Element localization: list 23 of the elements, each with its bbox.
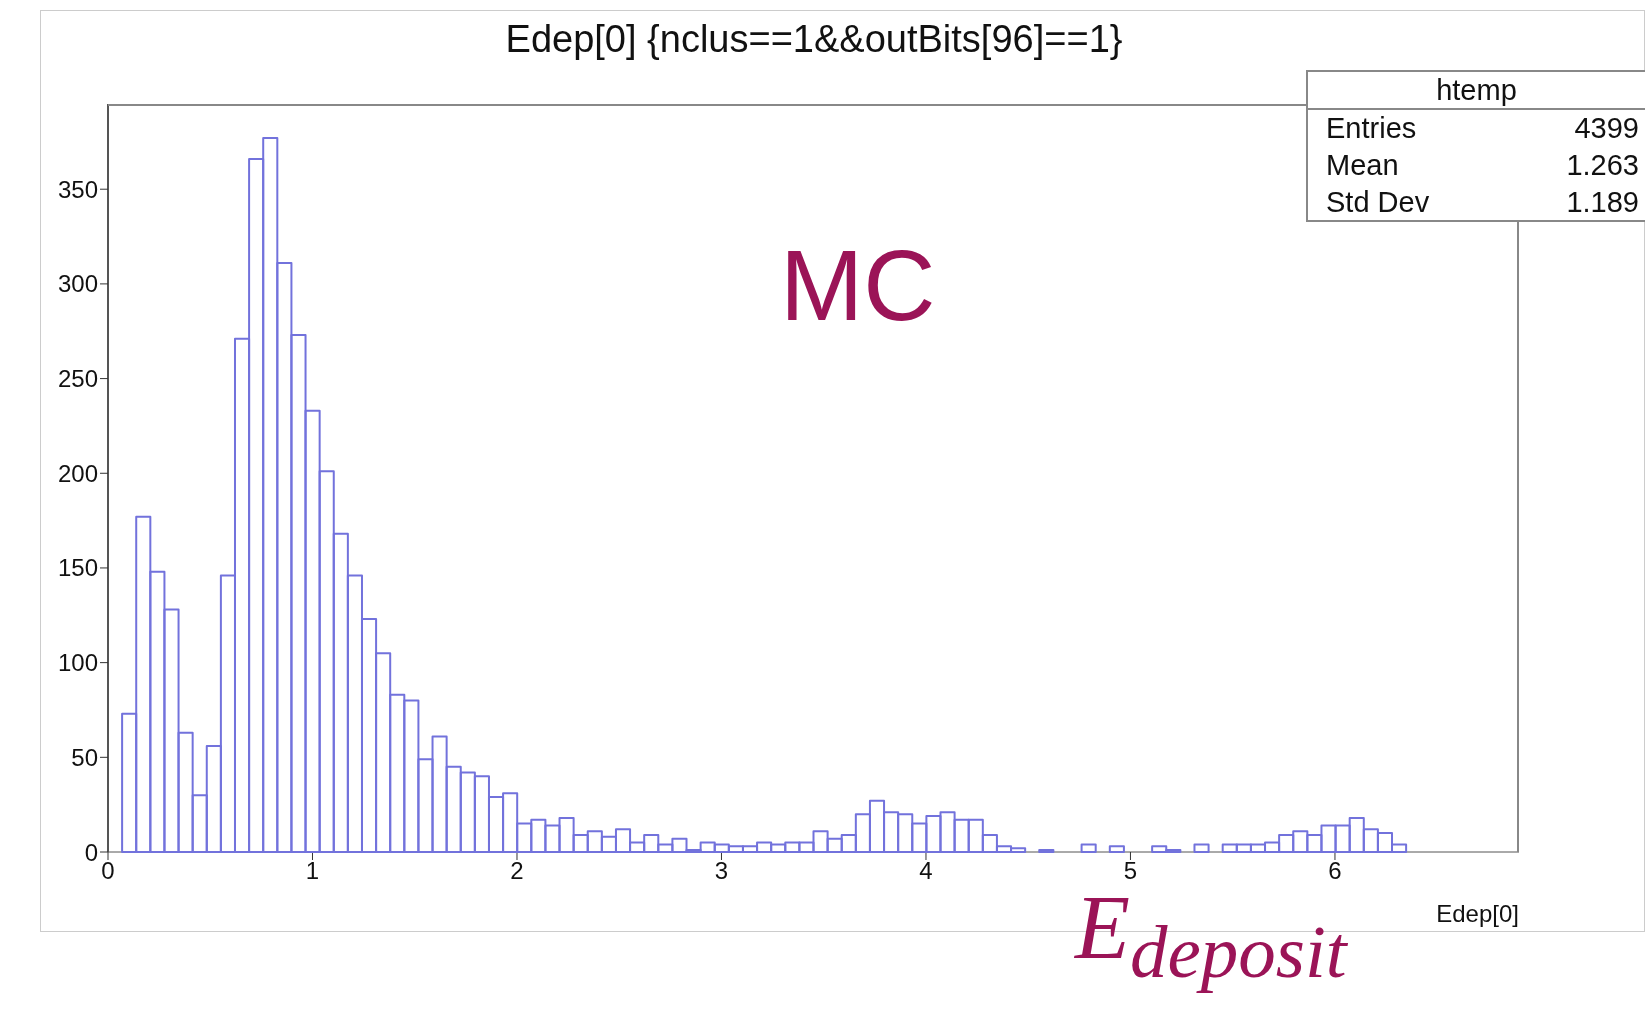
- annotation: Entries: [1326, 111, 1417, 146]
- text: 1.263: [1566, 148, 1639, 183]
- annotation: MC: [780, 228, 936, 343]
- y-tick-label: 0: [84, 838, 98, 866]
- y-tick-label: 300: [57, 270, 98, 298]
- annotation: Mean: [1326, 148, 1399, 183]
- text: 4399: [1574, 111, 1639, 146]
- x-tick-label: 1: [305, 857, 320, 885]
- x-tick-label: 0: [101, 857, 115, 885]
- annotation: htemp: [1308, 72, 1645, 110]
- chart-title: Edep[0] {nclus==1&&outBits[96]==1}: [504, 18, 1124, 61]
- y-tick-label: 100: [57, 649, 98, 677]
- x-axis-title: Edep[0]: [1436, 900, 1519, 927]
- x-tick-label: 3: [714, 857, 729, 885]
- y-tick-label: 250: [57, 365, 98, 393]
- y-tick-label: 50: [71, 743, 98, 771]
- y-tick-label: 200: [57, 459, 98, 487]
- x-tick-label: 2: [510, 857, 524, 885]
- annotation: Std Dev: [1326, 185, 1430, 220]
- y-tick-label: 350: [57, 175, 98, 203]
- y-tick-label: 150: [57, 554, 98, 582]
- text: 1.189: [1566, 185, 1639, 220]
- x-tick-label: 4: [919, 857, 933, 885]
